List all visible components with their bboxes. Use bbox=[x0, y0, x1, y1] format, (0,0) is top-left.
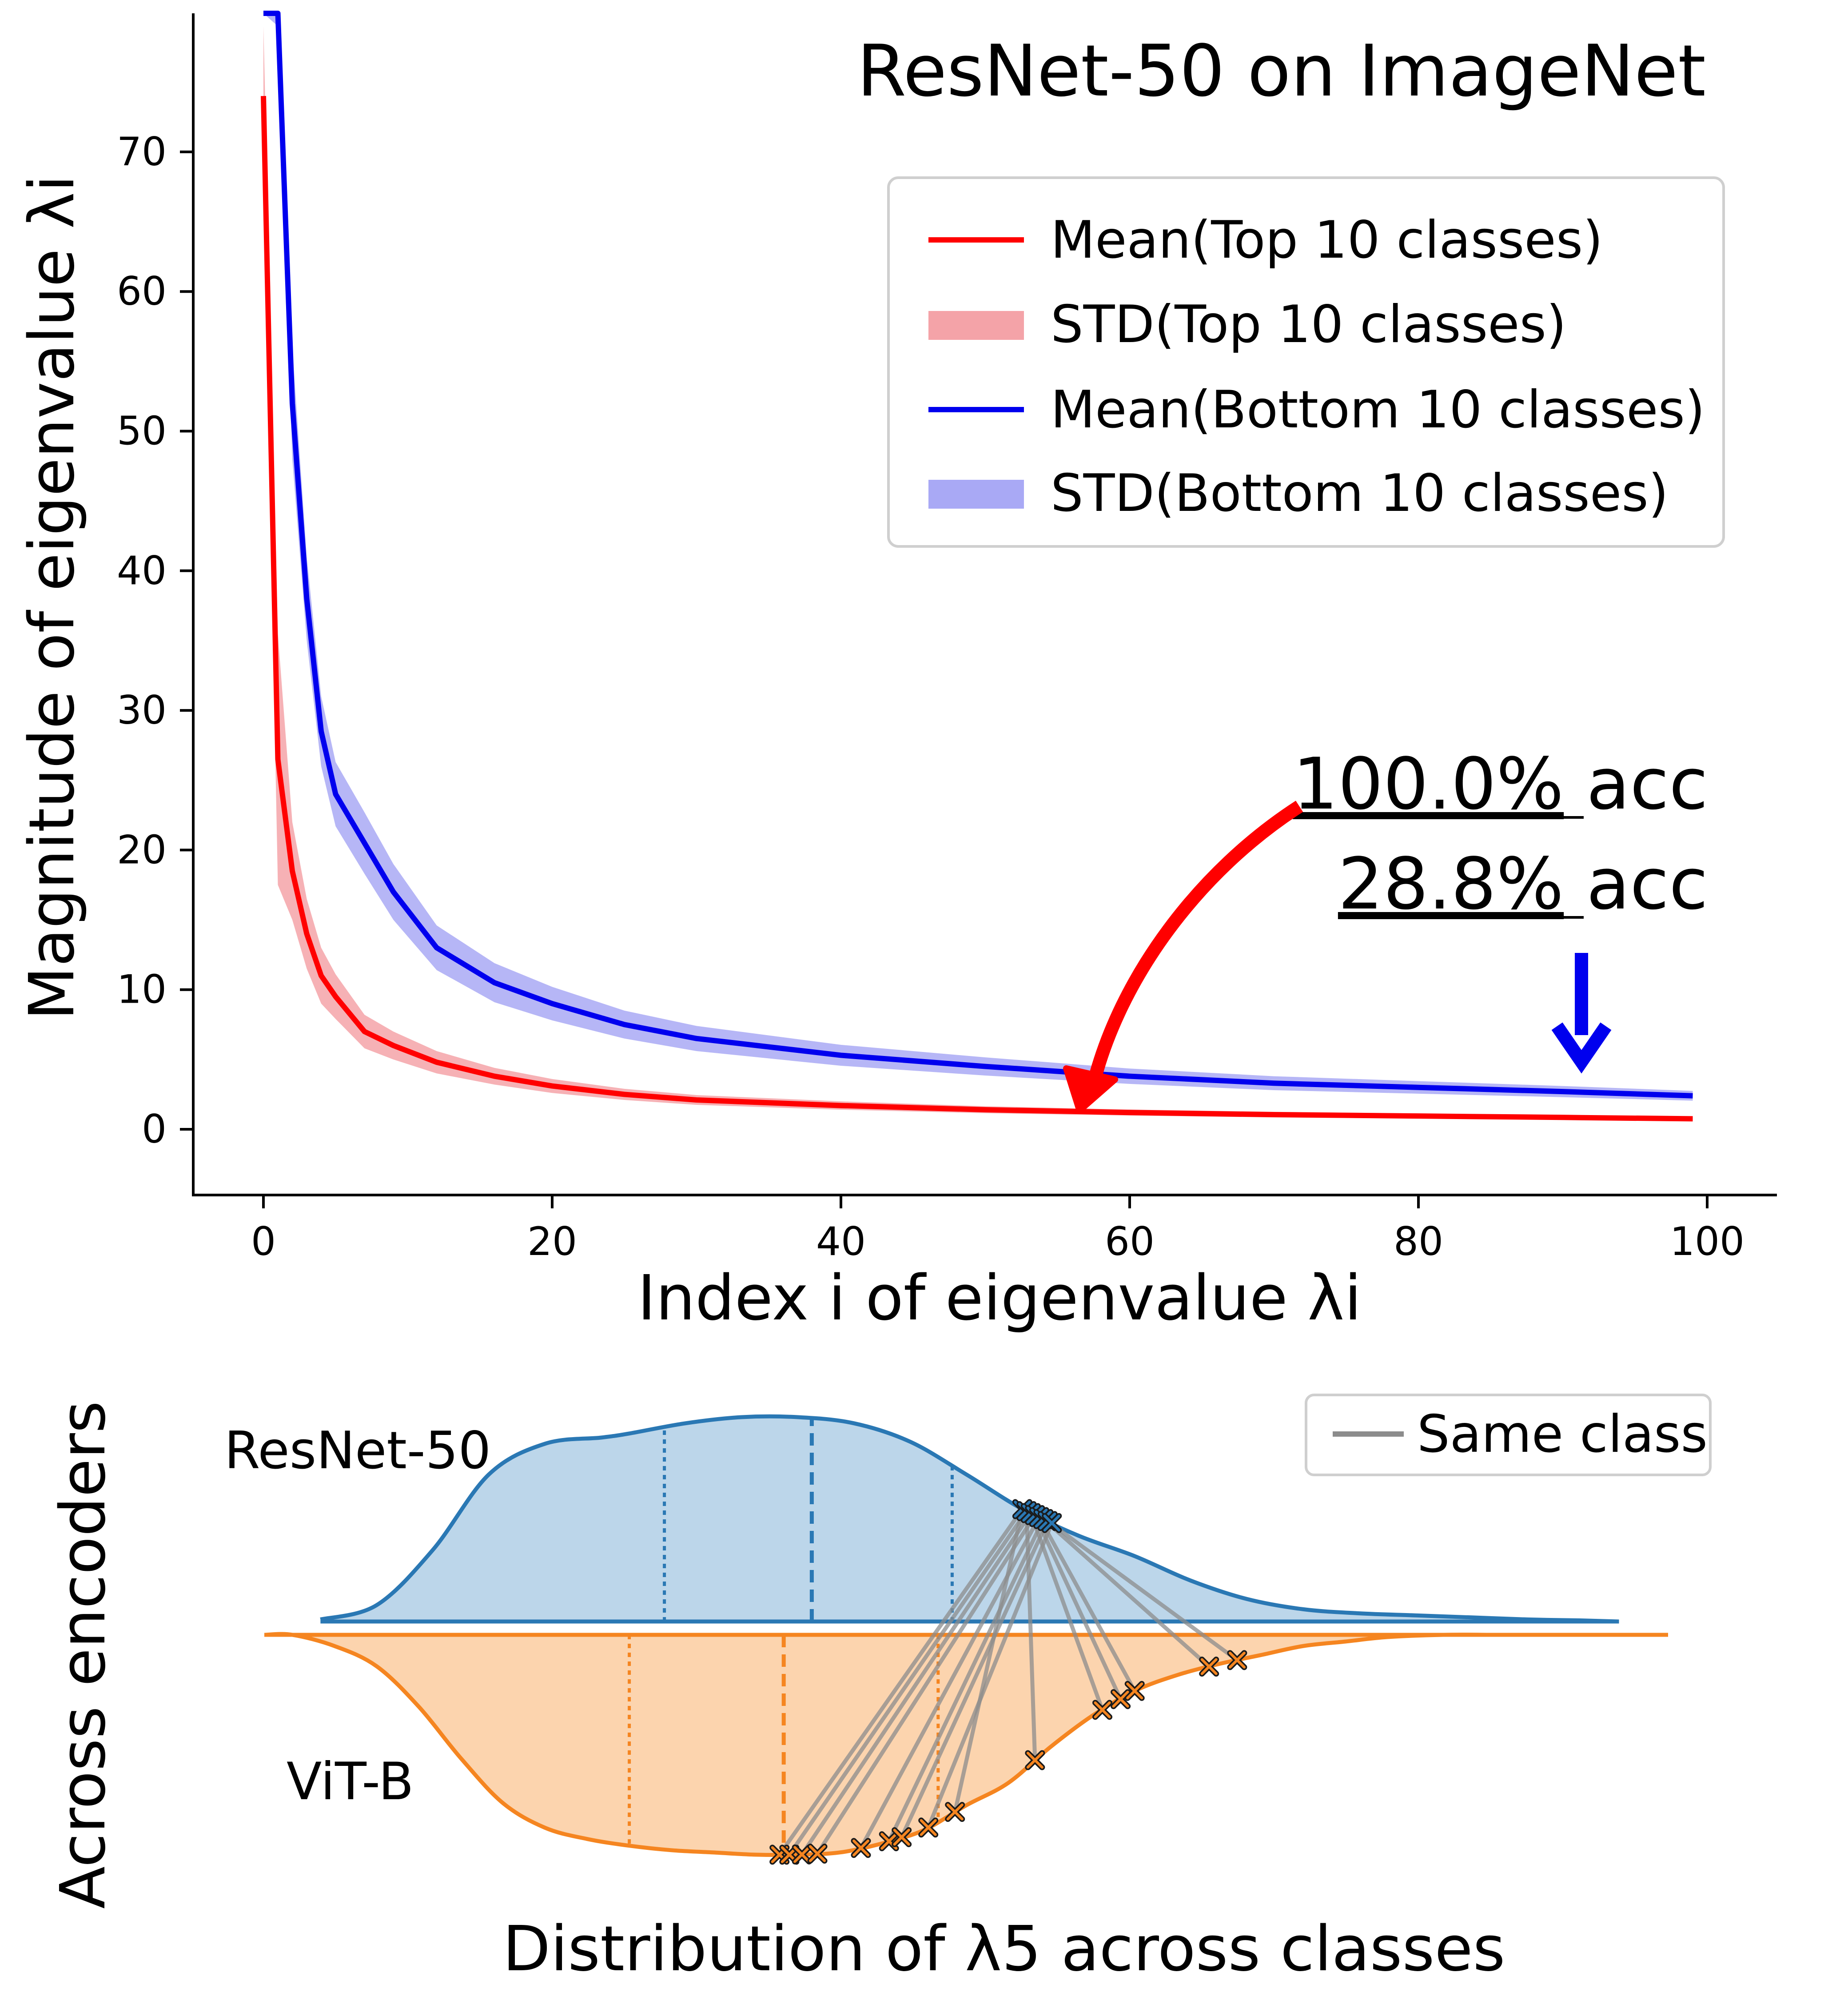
vit-class-marker bbox=[1111, 1689, 1131, 1709]
resnet-class-marker bbox=[1042, 1513, 1062, 1533]
violin-shapes bbox=[264, 1414, 1668, 1857]
same-class-links bbox=[778, 1508, 1239, 1856]
red-arrowhead bbox=[1063, 1065, 1118, 1114]
violin-x-title: Distribution of λ5 across classes bbox=[502, 1913, 1505, 1985]
same-class-link bbox=[800, 1512, 1033, 1856]
marker-stroke bbox=[809, 1845, 826, 1862]
y-tick-label: 20 bbox=[117, 827, 167, 873]
violin-y-title: Across encoders bbox=[47, 1401, 119, 1909]
same-class-link bbox=[926, 1522, 1054, 1829]
annotation-bottom-value: 28.8% bbox=[1338, 842, 1564, 925]
same-class-link bbox=[1029, 1512, 1104, 1711]
annotation-top-value: 100.0% bbox=[1293, 742, 1564, 825]
same-class-link bbox=[953, 1509, 1024, 1813]
y-tick-label: 30 bbox=[117, 687, 167, 733]
violin-outline-resnet bbox=[320, 1414, 1619, 1624]
violin-fill-vit bbox=[264, 1634, 1668, 1855]
vit-class-marker bbox=[1124, 1681, 1145, 1701]
y-tick-label: 40 bbox=[117, 548, 167, 594]
marker-stroke bbox=[1228, 1651, 1246, 1669]
marker-stroke bbox=[1043, 1514, 1060, 1532]
marker-stroke bbox=[880, 1833, 898, 1850]
legend-label-std-top: STD(Top 10 classes) bbox=[1051, 295, 1566, 355]
marker-stroke bbox=[1026, 1752, 1043, 1769]
same-class-link bbox=[1046, 1519, 1239, 1662]
same-class-link bbox=[887, 1518, 1045, 1842]
vit-class-marker bbox=[892, 1827, 912, 1848]
marker-stroke bbox=[1200, 1658, 1218, 1675]
vit-class-marker bbox=[1227, 1650, 1247, 1670]
violin-fill-resnet bbox=[320, 1416, 1619, 1622]
violin-label-resnet: ResNet-50 bbox=[224, 1421, 491, 1481]
y-tick-label: 60 bbox=[117, 268, 167, 314]
legend-swatch-red-band bbox=[928, 311, 1024, 340]
mean-lines bbox=[261, 11, 1693, 1122]
vit-class-marker bbox=[918, 1817, 939, 1838]
same-class-link bbox=[816, 1514, 1037, 1855]
vit-class-marker bbox=[851, 1838, 871, 1858]
legend-label-std-bottom: STD(Bottom 10 classes) bbox=[1051, 463, 1669, 523]
x-tick-label: 20 bbox=[527, 1219, 577, 1264]
y-tick-label: 50 bbox=[117, 408, 167, 454]
same-class-link bbox=[788, 1510, 1028, 1856]
mean-line-top-10 bbox=[261, 96, 1693, 1122]
marker-stroke bbox=[946, 1803, 964, 1821]
x-axis-title: Index i of eigenvalue λi bbox=[637, 1262, 1362, 1335]
y-tick-label: 10 bbox=[117, 967, 167, 1012]
top-line-chart: 0 10 20 30 40 50 60 70 0 20 40 60 80 100 ResNet-50 o… bbox=[16, 11, 1777, 1335]
violin-legend: Same class bbox=[1305, 1394, 1712, 1476]
violin-label-vit: ViT-B bbox=[287, 1752, 414, 1812]
vit-class-marker bbox=[792, 1844, 812, 1865]
blue-arrowhead bbox=[1551, 1022, 1612, 1074]
same-class-link bbox=[1037, 1516, 1137, 1692]
vit-class-marker bbox=[807, 1844, 828, 1864]
marker-stroke bbox=[793, 1846, 811, 1863]
marker-stroke bbox=[893, 1829, 910, 1846]
violin-chart: ResNet-50 ViT-B Same class Distribution … bbox=[47, 1394, 1712, 1985]
legend-label-mean-top: Mean(Top 10 classes) bbox=[1051, 210, 1603, 270]
x-ticks: 0 20 40 60 80 100 bbox=[251, 1195, 1744, 1264]
same-class-link bbox=[1042, 1518, 1211, 1668]
red-curved-arrow bbox=[1086, 801, 1303, 1088]
x-tick-label: 100 bbox=[1670, 1219, 1744, 1264]
vit-class-marker bbox=[1199, 1657, 1219, 1677]
marker-stroke bbox=[1112, 1690, 1129, 1708]
marker-stroke bbox=[1126, 1682, 1143, 1700]
annotation-bottom-acc: 28.8% acc bbox=[1338, 842, 1708, 925]
vit-class-marker bbox=[945, 1802, 965, 1822]
annotation-top-acc: 100.0% acc bbox=[1293, 742, 1708, 825]
x-tick-label: 40 bbox=[816, 1219, 866, 1264]
legend-label-mean-bottom: Mean(Bottom 10 classes) bbox=[1051, 380, 1705, 440]
marker-stroke bbox=[852, 1839, 869, 1857]
x-tick-label: 0 bbox=[251, 1219, 276, 1264]
marker-stroke bbox=[920, 1819, 937, 1836]
vit-class-marker bbox=[1025, 1750, 1045, 1770]
x-tick-label: 60 bbox=[1105, 1219, 1155, 1264]
annotation-bottom-suffix: acc bbox=[1564, 842, 1708, 925]
same-class-link bbox=[778, 1508, 1024, 1856]
legend-swatch-blue-band bbox=[928, 480, 1024, 509]
y-tick-label: 0 bbox=[142, 1106, 167, 1152]
same-class-link bbox=[1024, 1511, 1037, 1761]
y-ticks: 0 10 20 30 40 50 60 70 bbox=[117, 129, 193, 1152]
top-legend: Mean(Top 10 classes) STD(Top 10 classes)… bbox=[887, 176, 1725, 548]
vit-class-marker bbox=[1092, 1700, 1113, 1720]
mean-line-bottom-10 bbox=[263, 11, 1693, 1099]
class-markers bbox=[769, 1499, 1247, 1865]
x-tick-label: 80 bbox=[1394, 1219, 1443, 1264]
chart-title: ResNet-50 on ImageNet bbox=[857, 29, 1706, 112]
y-tick-label: 70 bbox=[117, 129, 167, 175]
violin-legend-label: Same class bbox=[1417, 1404, 1708, 1464]
same-class-link bbox=[900, 1520, 1050, 1838]
violin-legend-box bbox=[1305, 1394, 1712, 1476]
legend-box bbox=[887, 176, 1725, 548]
same-class-link bbox=[1033, 1514, 1123, 1700]
marker-stroke bbox=[1094, 1701, 1111, 1718]
y-axis-title: Magnitude of eigenvalue λi bbox=[16, 175, 88, 1020]
annotation-top-suffix: acc bbox=[1564, 742, 1708, 825]
accuracy-annotations: 100.0% acc 28.8% acc bbox=[1063, 742, 1708, 1114]
